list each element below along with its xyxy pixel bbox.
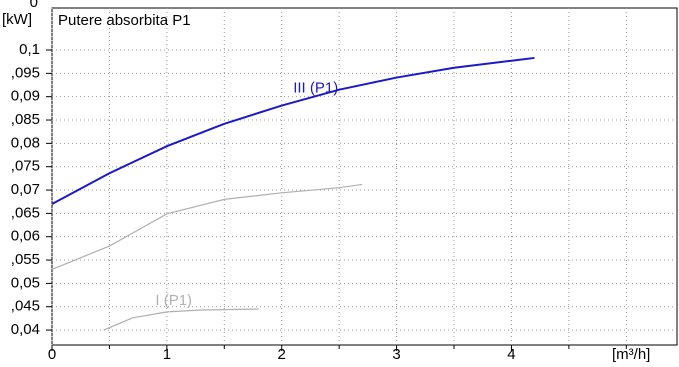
series-line [51,56,535,205]
y-tick-label: 0,06 [11,228,40,245]
chart-title: Putere absorbita P1 [58,12,191,29]
x-tick-label: 2 [278,346,286,363]
y-axis-label: [kW] [2,11,32,28]
y-tick-label: ,075 [11,158,40,175]
y-tick-label: 0,1 [19,41,40,58]
y-tick-label: ,045 [11,298,40,315]
y-tick-label: 0,05 [11,274,40,291]
x-axis-label: [m³/h] [612,346,650,363]
plot-frame [51,7,678,346]
y-tick-label: ,085 [11,111,40,128]
y-tick-label: 0,04 [11,321,40,338]
y-tick-label: ,065 [11,204,40,221]
x-tick-label: 4 [507,346,515,363]
x-tick-label: 3 [392,346,400,363]
series-line [51,183,363,270]
series-line [103,308,259,331]
clipped-tick: 0 [30,0,38,11]
y-tick-label: ,055 [11,251,40,268]
series-label: I (P1) [155,292,192,309]
series-label: III (P1) [293,79,338,96]
x-tick-label: 1 [163,346,171,363]
y-tick-label: ,095 [11,64,40,81]
y-tick-label: 0,09 [11,88,40,105]
x-tick-label: 0 [48,346,56,363]
y-tick-label: 0,07 [11,181,40,198]
y-tick-label: 0,08 [11,134,40,151]
